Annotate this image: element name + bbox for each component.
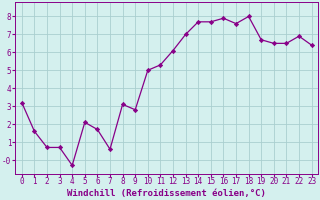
X-axis label: Windchill (Refroidissement éolien,°C): Windchill (Refroidissement éolien,°C) [67, 189, 266, 198]
